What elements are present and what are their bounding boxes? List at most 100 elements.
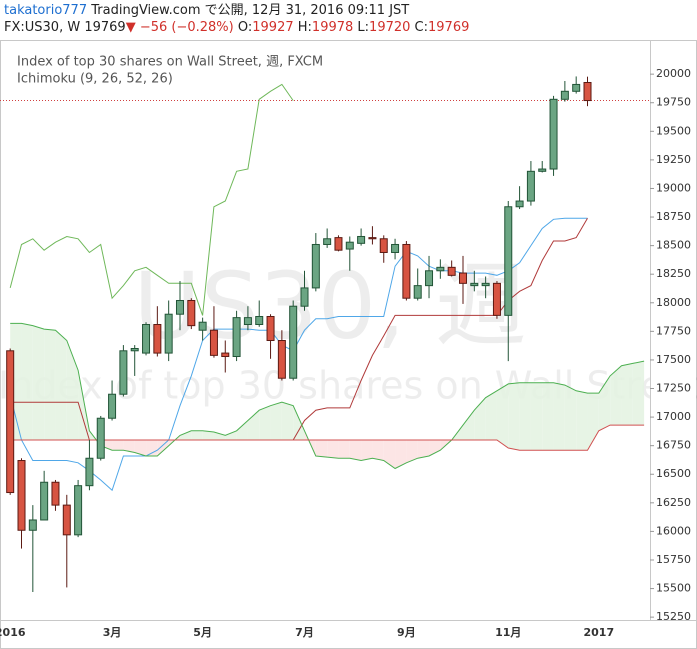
cloud-fill [191,430,203,440]
cloud-fill [44,329,56,440]
y-tick-label: 15250 [656,610,691,623]
price-axis-bg [650,41,696,648]
candle-body [345,241,354,250]
y-tick-label: 18000 [656,296,691,309]
symbol: FX:US30, W [4,20,81,35]
candle-body [470,282,479,287]
cloud-fill [338,439,350,459]
y-tick-label: 19750 [656,96,691,109]
cloud-fill [429,439,441,456]
y-tick-label: 17750 [656,324,691,337]
cloud-fill [406,439,418,463]
cloud-fill [247,410,260,440]
candle-body [538,168,547,172]
y-tick-label: 18250 [656,267,691,280]
candle-body [481,282,490,287]
candle-body [175,299,184,315]
candle-body [289,305,298,379]
change: ▼ −56 (−0.28%) [125,20,234,35]
candle-body [560,90,569,100]
legend-indicator: Ichimoku (9, 26, 52, 26) [17,72,173,87]
cloud-fill [66,340,79,440]
cloud-fill [32,325,45,440]
candle-body [96,417,105,459]
cloud-fill [281,402,294,440]
x-tick-label: 5月 [193,626,212,639]
candle-body [436,266,445,272]
cloud-fill [213,431,226,440]
cloud-fill [621,363,633,426]
candle-body [368,237,377,240]
candle-body [402,243,411,299]
h-value: 19978 [311,20,354,35]
candle-body [187,299,196,327]
candle-body [300,287,309,307]
candle-body [51,481,60,506]
cloud-fill [293,405,305,440]
x-tick-label: 2017 [584,626,615,639]
y-tick-label: 16250 [656,496,691,509]
chart-frame [0,40,697,649]
candle-body [334,237,343,251]
candle-body [62,504,71,536]
o-label: O: [237,20,253,35]
candle-body [119,350,128,395]
candle-body [549,98,558,170]
cloud-fill [259,405,271,440]
candle-body [379,238,388,253]
cloud-fill [632,361,645,426]
candle-body [391,243,400,253]
cloud-fill [349,439,362,461]
indicator-line [9,83,294,316]
candle-body [266,315,275,342]
cloud-fill [417,439,430,459]
c-value: 19769 [428,20,470,35]
cloud-fill [508,382,520,451]
cloud-fill [157,439,169,456]
candle-body [198,321,207,331]
h-label: H: [297,20,312,35]
candle-body [130,348,139,352]
y-tick-label: 20000 [656,67,691,80]
y-tick-label: 15750 [656,553,691,566]
cloud-fill [542,382,554,451]
indicator-line [10,322,645,470]
candle-body [209,329,218,356]
y-tick-label: 17250 [656,382,691,395]
candle-body [164,313,173,354]
cloud-fill [361,439,373,461]
author[interactable]: takatorio777 [4,3,88,18]
cloud-fill [327,439,339,459]
candle-body [413,285,422,299]
candle-body [425,270,434,287]
y-tick-label: 19250 [656,153,691,166]
cloud-fill [270,402,282,440]
cloud-fill [496,383,509,448]
candle-body [17,460,26,531]
o-value: 19927 [252,20,294,35]
x-tick-label: 7月 [295,626,314,639]
cloud-fill [134,439,147,456]
candle-body [311,243,320,289]
cloud-fill [576,390,588,451]
candle-body [277,340,286,379]
cloud-fill [315,439,328,458]
candle-body [458,272,467,284]
cloud-fill [485,390,497,440]
cloud-fill [587,393,599,451]
candle-body [572,83,581,92]
published: TradingView.com で公開, 12月 31, 2016 09:11 … [91,3,410,18]
cloud-fill [112,439,124,451]
legend-symbol: Index of top 30 shares on Wall Street, 週… [17,55,323,70]
candle-body [583,81,592,102]
cloud-fill [383,439,396,469]
candle-body [28,519,37,531]
plot-area [0,76,650,592]
candle-body [515,200,524,208]
y-tick-label: 19500 [656,124,691,137]
indicator-line [9,217,588,492]
y-tick-label: 19000 [656,181,691,194]
cloud-fill [236,420,248,440]
y-tick-label: 15500 [656,582,691,595]
